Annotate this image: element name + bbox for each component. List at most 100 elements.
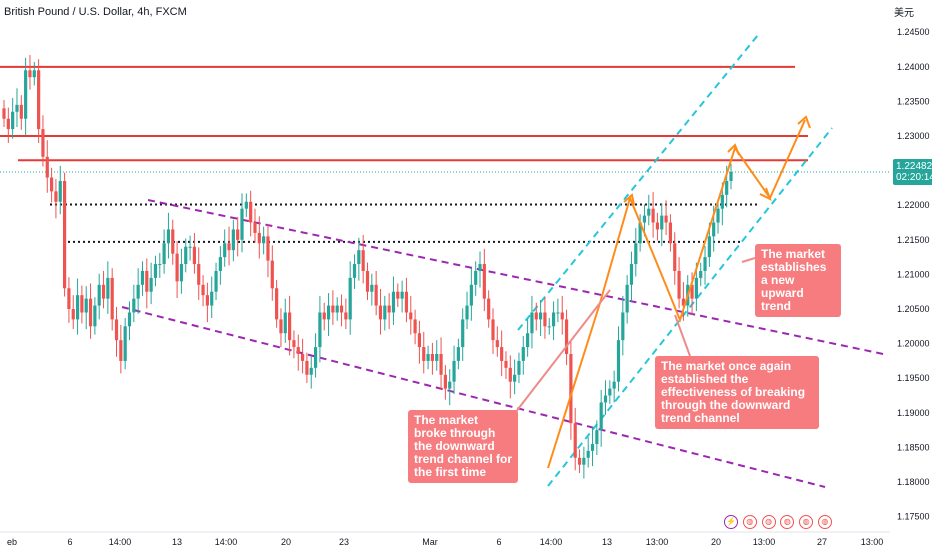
- candle-body: [422, 347, 426, 361]
- candle-body: [318, 312, 322, 348]
- candle-body: [158, 264, 162, 266]
- candle-body: [712, 222, 716, 237]
- candle-body: [504, 360, 508, 368]
- candle-body: [634, 243, 638, 265]
- candle-body: [564, 319, 569, 354]
- candle-body: [500, 347, 504, 361]
- x-tick-label: 13:00: [861, 537, 884, 547]
- flag-icon[interactable]: ◍: [761, 515, 776, 529]
- candle-body: [707, 236, 711, 258]
- candle-body: [612, 381, 616, 389]
- candle-body: [97, 284, 101, 306]
- x-tick-label: 13:00: [646, 537, 669, 547]
- flag-icon[interactable]: ◍: [817, 515, 832, 529]
- callout-first-breakout[interactable]: The market broke through the downward tr…: [408, 410, 518, 483]
- candle-body: [279, 319, 283, 334]
- flag-icon[interactable]: ◍: [799, 515, 814, 529]
- candle-body: [283, 312, 287, 334]
- callout-second-breakout[interactable]: The market once again established the ef…: [655, 356, 819, 429]
- arrow-head: [797, 115, 811, 129]
- candle-body: [452, 360, 456, 382]
- candle-body: [426, 354, 430, 361]
- candle-body: [387, 305, 391, 313]
- candle-body: [300, 354, 305, 361]
- candle-body: [474, 270, 478, 285]
- y-tick-label: 1.23500: [897, 96, 930, 106]
- event-icons[interactable]: ⚡ ◍ ◍ ◍ ◍ ◍: [724, 515, 834, 529]
- candle-body: [253, 222, 257, 233]
- y-tick-label: 1.17500: [897, 512, 930, 522]
- candle-body: [556, 312, 560, 314]
- candle-body: [145, 270, 149, 292]
- candle-body: [19, 104, 23, 119]
- candle-body: [439, 354, 443, 375]
- candle-body: [469, 284, 473, 306]
- candle-body: [322, 312, 326, 320]
- x-tick-label: 13:00: [753, 537, 776, 547]
- candle-body: [586, 450, 590, 458]
- chart-title: British Pound / U.S. Dollar, 4h, FXCM: [4, 6, 187, 18]
- candle-body: [638, 222, 642, 244]
- candle-body: [352, 264, 357, 278]
- time-axis[interactable]: eb 6 14:00 13 14:00 20 23 Mar 6 14:00 13 13:00 20 13:…: [0, 531, 890, 547]
- candle-body: [417, 333, 422, 348]
- candle-body: [305, 360, 309, 375]
- candle-body: [127, 312, 132, 327]
- candle-body: [162, 243, 166, 265]
- candle-body: [599, 402, 603, 431]
- candle-body: [673, 243, 677, 271]
- candle-body: [569, 354, 573, 424]
- candle-body: [374, 284, 378, 306]
- candle-body: [543, 312, 547, 327]
- candle-body: [660, 215, 664, 230]
- candle-body: [326, 305, 331, 320]
- candle-body: [608, 388, 612, 396]
- last-price-tag: 1.22482 02:20:14: [893, 159, 932, 185]
- callout-new-uptrend[interactable]: The market establishes a new upward tren…: [755, 244, 841, 317]
- candle-body: [11, 111, 15, 130]
- x-tick-label: Mar: [422, 537, 438, 547]
- candle-body: [409, 312, 413, 320]
- candle-body: [214, 270, 218, 292]
- candle-body: [413, 319, 417, 334]
- x-tick-label: 6: [67, 537, 72, 547]
- arrow-head: [727, 143, 740, 156]
- candle-body: [114, 319, 119, 341]
- y-tick-label: 1.20000: [897, 339, 930, 349]
- candle-body: [551, 312, 556, 327]
- candle-body: [400, 291, 404, 299]
- candle-body: [257, 232, 261, 244]
- candle-body: [517, 360, 521, 375]
- candle-body: [508, 367, 512, 382]
- y-tick-label: 1.24000: [897, 62, 930, 72]
- lightning-icon[interactable]: ⚡: [724, 515, 738, 529]
- callout-pointer: [674, 314, 691, 357]
- candle-body: [495, 340, 499, 348]
- callout-pointer: [514, 289, 611, 414]
- price-axis[interactable]: 1.245001.240001.235001.230001.225001.220…: [897, 27, 930, 521]
- candle-body: [577, 457, 582, 465]
- candle-body: [664, 215, 668, 223]
- downtrend-channel-upper: [147, 199, 889, 356]
- flag-icon[interactable]: ◍: [742, 515, 757, 529]
- candle-body: [309, 367, 313, 375]
- candle-body: [119, 340, 123, 361]
- candle-body: [231, 229, 235, 251]
- candle-body: [603, 395, 608, 403]
- candle-body: [58, 181, 62, 202]
- candle-body: [262, 236, 266, 244]
- flag-icon[interactable]: ◍: [780, 515, 795, 529]
- candle-body: [513, 374, 517, 382]
- candle-body: [101, 284, 106, 299]
- candle-body: [179, 264, 184, 282]
- candle-body: [240, 208, 244, 240]
- candle-body: [461, 319, 465, 348]
- candle-body: [647, 208, 651, 216]
- candle-body: [538, 312, 543, 320]
- candle-body: [625, 284, 629, 313]
- candle-body: [32, 70, 36, 78]
- candle-body: [67, 288, 71, 310]
- downtrend-channel-lower: [121, 306, 826, 488]
- candle-body: [270, 260, 274, 289]
